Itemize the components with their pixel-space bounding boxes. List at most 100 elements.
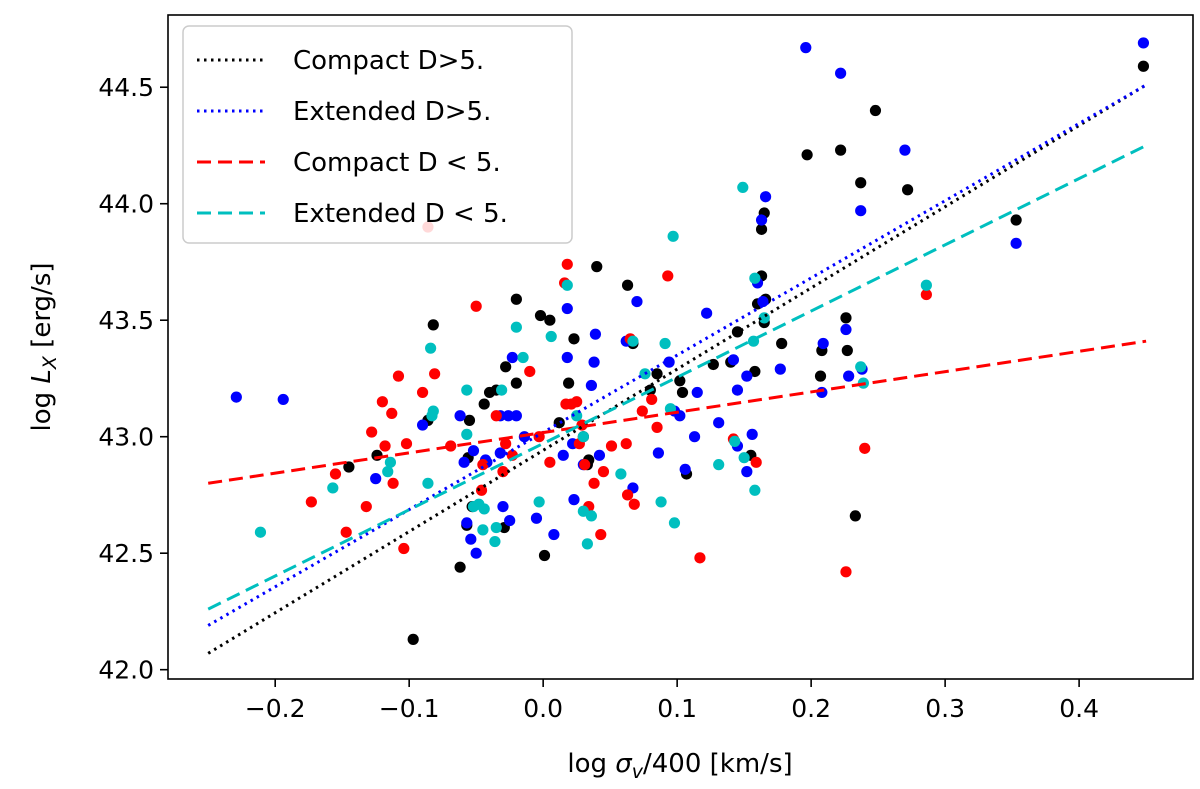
- point-series0-38: [510, 293, 522, 305]
- point-series0-1: [869, 104, 882, 117]
- point-series2-30: [544, 456, 556, 468]
- point-series2-18: [305, 496, 317, 508]
- point-series1-0: [1137, 37, 1150, 49]
- point-series2-10: [386, 407, 398, 419]
- point-series0-8: [755, 223, 768, 235]
- point-series0-53: [371, 449, 383, 461]
- point-series3-22: [477, 524, 489, 536]
- point-series1-43: [230, 391, 242, 403]
- point-series0-30: [591, 261, 603, 273]
- point-series0-24: [674, 375, 686, 387]
- point-series1-16: [585, 379, 597, 392]
- point-series2-7: [429, 368, 441, 380]
- legend-label-3: Extended D < 5.: [293, 199, 508, 229]
- x-tick-label-1: −0.1: [379, 694, 440, 723]
- fit-lines: [207, 83, 1147, 655]
- point-series1-50: [461, 517, 473, 529]
- point-series3-3: [749, 272, 761, 284]
- point-series1-13: [589, 328, 602, 340]
- point-series2-39: [605, 440, 618, 452]
- point-series1-15: [588, 356, 600, 368]
- point-series0-6: [1010, 214, 1022, 226]
- point-series2-40: [620, 438, 632, 450]
- point-series0-2: [835, 144, 847, 156]
- y-axis-label-subscript: X: [39, 355, 61, 370]
- x-axis-ticks: −0.2 −0.1 0.0 0.1 0.2 0.3 0.4: [245, 679, 1099, 723]
- point-series1-35: [741, 466, 753, 478]
- point-series0-37: [534, 309, 547, 322]
- fit-line-2: [207, 339, 1147, 485]
- x-tick-label-3: 0.1: [657, 694, 697, 723]
- point-series3-41: [729, 435, 741, 447]
- point-series1-14: [561, 351, 573, 364]
- point-series1-37: [774, 363, 786, 375]
- point-series3-28: [517, 351, 529, 364]
- point-series1-59: [497, 500, 509, 513]
- point-series3-40: [713, 459, 725, 471]
- point-series2-26: [497, 466, 509, 478]
- point-series2-16: [366, 426, 378, 438]
- point-series2-5: [920, 288, 932, 301]
- plot-frame: [167, 14, 1194, 680]
- legend: Compact D>5. Extended D>5. Compact D < 5. E…: [182, 25, 573, 244]
- point-series3-29: [496, 384, 508, 396]
- point-series2-41: [621, 489, 634, 501]
- x-tick-label-4: 0.2: [791, 694, 831, 723]
- point-series1-32: [731, 384, 744, 396]
- point-series1-49: [467, 445, 480, 457]
- point-series0-16: [776, 337, 788, 350]
- point-series2-8: [392, 370, 405, 382]
- point-series1-29: [593, 449, 606, 461]
- legend-label-0: Compact D>5.: [293, 46, 484, 76]
- point-series2-19: [329, 468, 342, 480]
- point-series1-30: [548, 528, 560, 541]
- point-series2-49: [840, 566, 852, 578]
- point-series3-36: [581, 538, 593, 550]
- point-series0-13: [731, 326, 744, 338]
- point-series0-43: [478, 398, 490, 410]
- point-series3-15: [425, 342, 437, 354]
- point-series1-7: [1010, 237, 1022, 249]
- point-series1-34: [741, 370, 753, 382]
- point-series1-27: [557, 449, 569, 461]
- point-series0-18: [814, 370, 827, 382]
- point-series3-19: [461, 384, 473, 396]
- point-series3-33: [577, 431, 589, 443]
- point-series1-4: [759, 191, 772, 203]
- point-series0-29: [621, 279, 634, 291]
- point-series1-56: [510, 410, 522, 422]
- point-series0-0: [1137, 60, 1150, 72]
- point-series2-42: [628, 498, 640, 510]
- point-series1-44: [277, 393, 289, 406]
- point-series3-37: [615, 468, 627, 480]
- legend-label-1: Extended D>5.: [293, 97, 491, 127]
- y-axis-label-prefix: log: [27, 384, 57, 432]
- x-axis-label-symbol: σ: [615, 749, 633, 779]
- point-series1-1: [800, 42, 812, 54]
- point-series2-37: [588, 477, 600, 489]
- point-series2-44: [651, 421, 663, 433]
- point-series0-51: [427, 319, 439, 331]
- x-tick-label-2: 0.0: [523, 694, 563, 723]
- point-series3-30: [545, 330, 557, 343]
- point-series1-31: [691, 386, 703, 399]
- point-series1-6: [855, 205, 867, 217]
- point-series0-55: [538, 549, 551, 562]
- point-series1-45: [370, 473, 382, 485]
- point-series3-0: [737, 181, 749, 194]
- point-series1-9: [757, 295, 769, 308]
- legend-box: [182, 25, 573, 244]
- point-series2-25: [500, 438, 512, 450]
- point-series0-19: [840, 312, 852, 324]
- point-series3-2: [561, 279, 573, 291]
- point-series0-56: [553, 417, 565, 429]
- x-axis-label: log σv/400 [km/s]: [567, 749, 792, 783]
- y-tick-label-5: 44.5: [98, 73, 154, 102]
- point-series1-12: [561, 302, 573, 315]
- point-series1-51: [465, 533, 477, 545]
- point-series3-18: [422, 477, 434, 489]
- point-series1-41: [843, 370, 855, 382]
- point-series2-28: [524, 365, 536, 378]
- point-series1-23: [652, 447, 664, 459]
